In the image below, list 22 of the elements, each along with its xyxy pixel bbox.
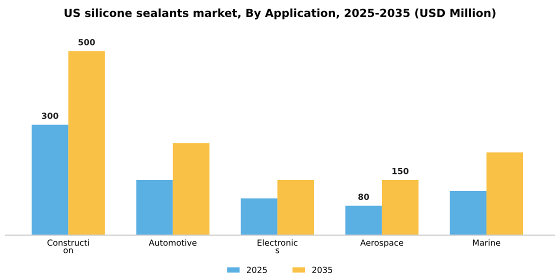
chart-title: US silicone sealants market, By Application, 2025-2035 (USD Million) bbox=[64, 8, 496, 20]
bar bbox=[382, 180, 419, 236]
bar bbox=[277, 180, 314, 236]
bar bbox=[450, 191, 486, 236]
data-label: 80 bbox=[358, 194, 370, 200]
x-tick-label: Automotive bbox=[148, 239, 197, 246]
bar bbox=[32, 124, 68, 236]
x-tick-label: Electronic s bbox=[258, 239, 298, 254]
x-tick-label: Marine bbox=[473, 239, 500, 246]
bar bbox=[345, 206, 382, 236]
data-label: 300 bbox=[42, 112, 58, 119]
bar bbox=[136, 180, 173, 236]
data-label: 150 bbox=[392, 168, 409, 174]
data-label: 500 bbox=[78, 39, 95, 46]
bar bbox=[240, 198, 278, 236]
x-tick-label: Constructi on bbox=[47, 239, 89, 254]
bar bbox=[172, 143, 210, 236]
legend-label: 2025 bbox=[246, 266, 267, 274]
legend-label: 2035 bbox=[312, 266, 332, 274]
bar bbox=[68, 51, 105, 236]
bar bbox=[486, 152, 524, 236]
x-tick-label: Aerospace bbox=[360, 240, 404, 248]
